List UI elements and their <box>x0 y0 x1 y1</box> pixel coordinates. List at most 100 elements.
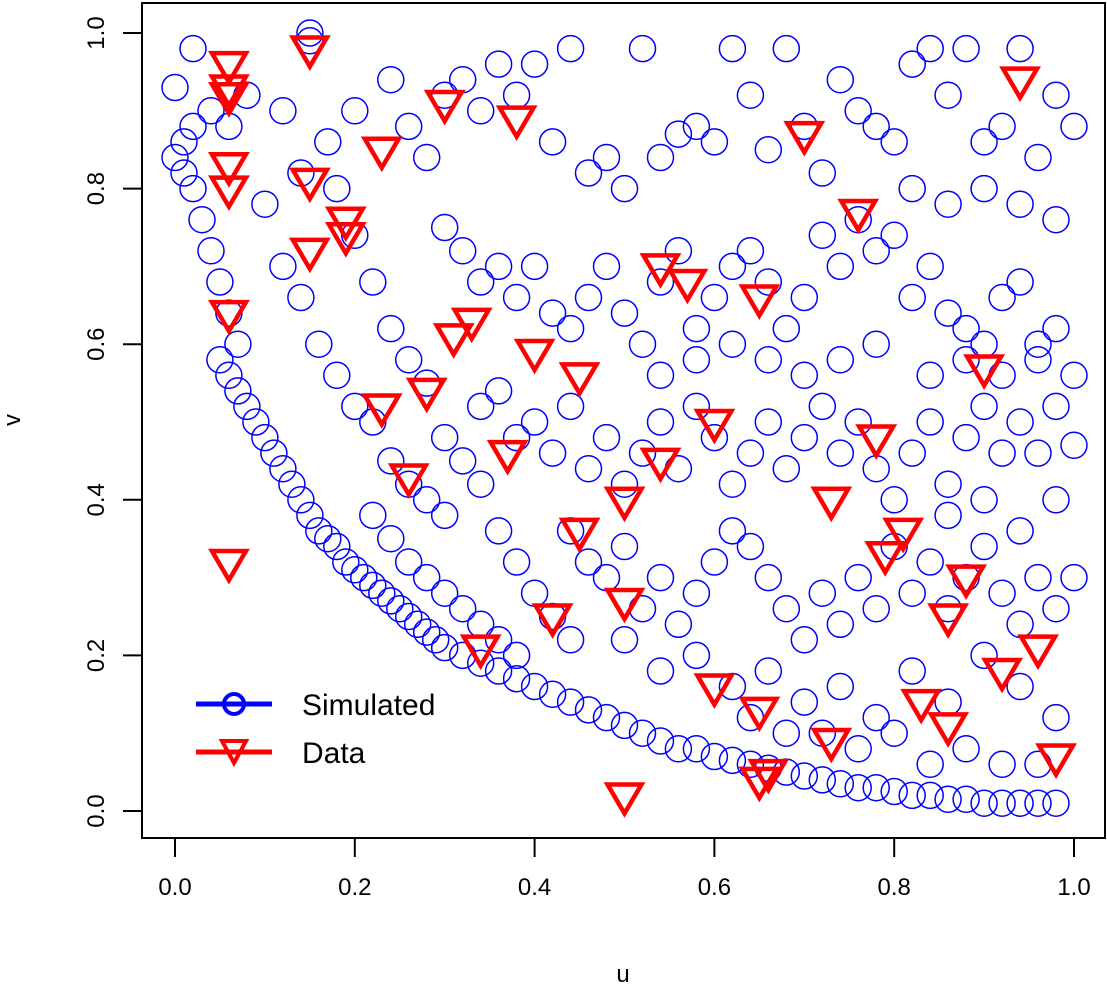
simulated-point <box>520 408 549 436</box>
data-point <box>288 167 331 204</box>
simulated-point <box>394 602 423 631</box>
simulated-point <box>970 789 998 817</box>
simulated-point <box>934 190 962 218</box>
simulated-point <box>592 703 621 732</box>
simulated-point <box>224 377 252 405</box>
simulated-point <box>412 486 441 514</box>
simulated-point <box>808 766 837 794</box>
simulated-point <box>790 283 819 312</box>
simulated-point <box>314 524 342 553</box>
simulated-point <box>628 439 657 467</box>
data-point <box>810 727 853 764</box>
simulated-point <box>394 112 423 141</box>
simulated-point <box>430 501 459 530</box>
y-axis: 0.0 0.2 0.4 0.6 0.8 1.0 <box>83 16 143 828</box>
simulated-point <box>754 346 783 374</box>
simulated-point <box>1006 610 1034 639</box>
simulated-point <box>430 579 459 607</box>
simulated-point <box>1006 34 1034 63</box>
simulated-point <box>700 128 729 156</box>
simulated-point <box>718 252 747 281</box>
simulated-point <box>179 112 207 141</box>
simulated-point <box>197 97 225 125</box>
simulated-point <box>502 664 531 693</box>
simulated-point <box>484 50 513 78</box>
simulated-point <box>754 268 783 296</box>
simulated-point <box>287 486 315 514</box>
data-point <box>738 766 781 803</box>
simulated-point <box>736 532 765 561</box>
simulated-point <box>1060 431 1088 460</box>
simulated-point <box>556 392 585 421</box>
simulated-point <box>260 439 288 467</box>
data-point <box>945 564 988 601</box>
simulated-point <box>341 556 369 584</box>
simulated-point <box>844 408 872 436</box>
simulated-point <box>736 237 765 265</box>
simulated-point <box>377 524 405 553</box>
data-point <box>432 323 475 359</box>
simulated-point <box>916 548 944 576</box>
simulated-point <box>772 454 801 483</box>
simulated-point <box>206 346 234 374</box>
data-points <box>208 35 1077 818</box>
simulated-point <box>682 112 711 141</box>
data-point <box>486 439 529 476</box>
x-axis-title: u <box>616 961 629 988</box>
simulated-point <box>754 408 783 436</box>
data-point <box>900 688 943 725</box>
simulated-point <box>718 470 747 498</box>
simulated-point <box>1060 112 1088 141</box>
simulated-point <box>862 330 890 358</box>
legend-data-marker <box>218 739 250 768</box>
data-point <box>927 603 970 639</box>
simulated-point <box>880 128 908 156</box>
simulated-point <box>466 392 495 421</box>
simulated-point <box>574 548 603 576</box>
simulated-point <box>862 237 890 265</box>
data-point <box>603 782 646 818</box>
data-point <box>693 408 736 445</box>
simulated-point <box>646 361 675 390</box>
simulated-point <box>377 447 405 475</box>
data-point <box>208 74 250 110</box>
simulated-point <box>682 392 711 421</box>
simulated-point <box>880 719 908 747</box>
simulated-point <box>233 392 261 421</box>
data-point <box>423 89 466 126</box>
simulated-point <box>790 688 819 716</box>
simulated-point <box>718 34 747 63</box>
data-point <box>558 517 601 554</box>
simulated-point <box>664 237 693 265</box>
simulated-point <box>844 773 872 802</box>
simulated-point <box>520 50 549 78</box>
simulated-point <box>970 392 998 421</box>
simulated-point <box>646 727 675 755</box>
simulated-point <box>826 65 855 94</box>
data-point <box>1017 634 1059 671</box>
simulated-point <box>1006 789 1034 817</box>
simulated-point <box>916 252 944 281</box>
simulated-point <box>898 579 926 607</box>
simulated-point <box>664 735 693 763</box>
simulated-point <box>502 423 531 452</box>
simulated-point <box>952 423 980 452</box>
simulated-point <box>610 532 639 561</box>
simulated-point <box>368 579 396 607</box>
simulated-point <box>466 97 495 125</box>
simulated-point <box>403 610 432 639</box>
y-tick-label: 0.2 <box>83 639 110 672</box>
data-point <box>603 486 646 523</box>
simulated-point <box>646 408 675 436</box>
simulated-point <box>251 423 279 452</box>
simulated-point <box>412 618 441 646</box>
legend-simulated-marker <box>222 692 246 716</box>
simulated-point <box>1024 346 1052 374</box>
simulated-point <box>916 408 944 436</box>
simulated-point <box>754 135 783 164</box>
legend: Simulated Data <box>196 689 435 770</box>
simulated-point <box>916 781 944 810</box>
simulated-point <box>826 346 855 374</box>
simulated-point <box>296 19 324 47</box>
